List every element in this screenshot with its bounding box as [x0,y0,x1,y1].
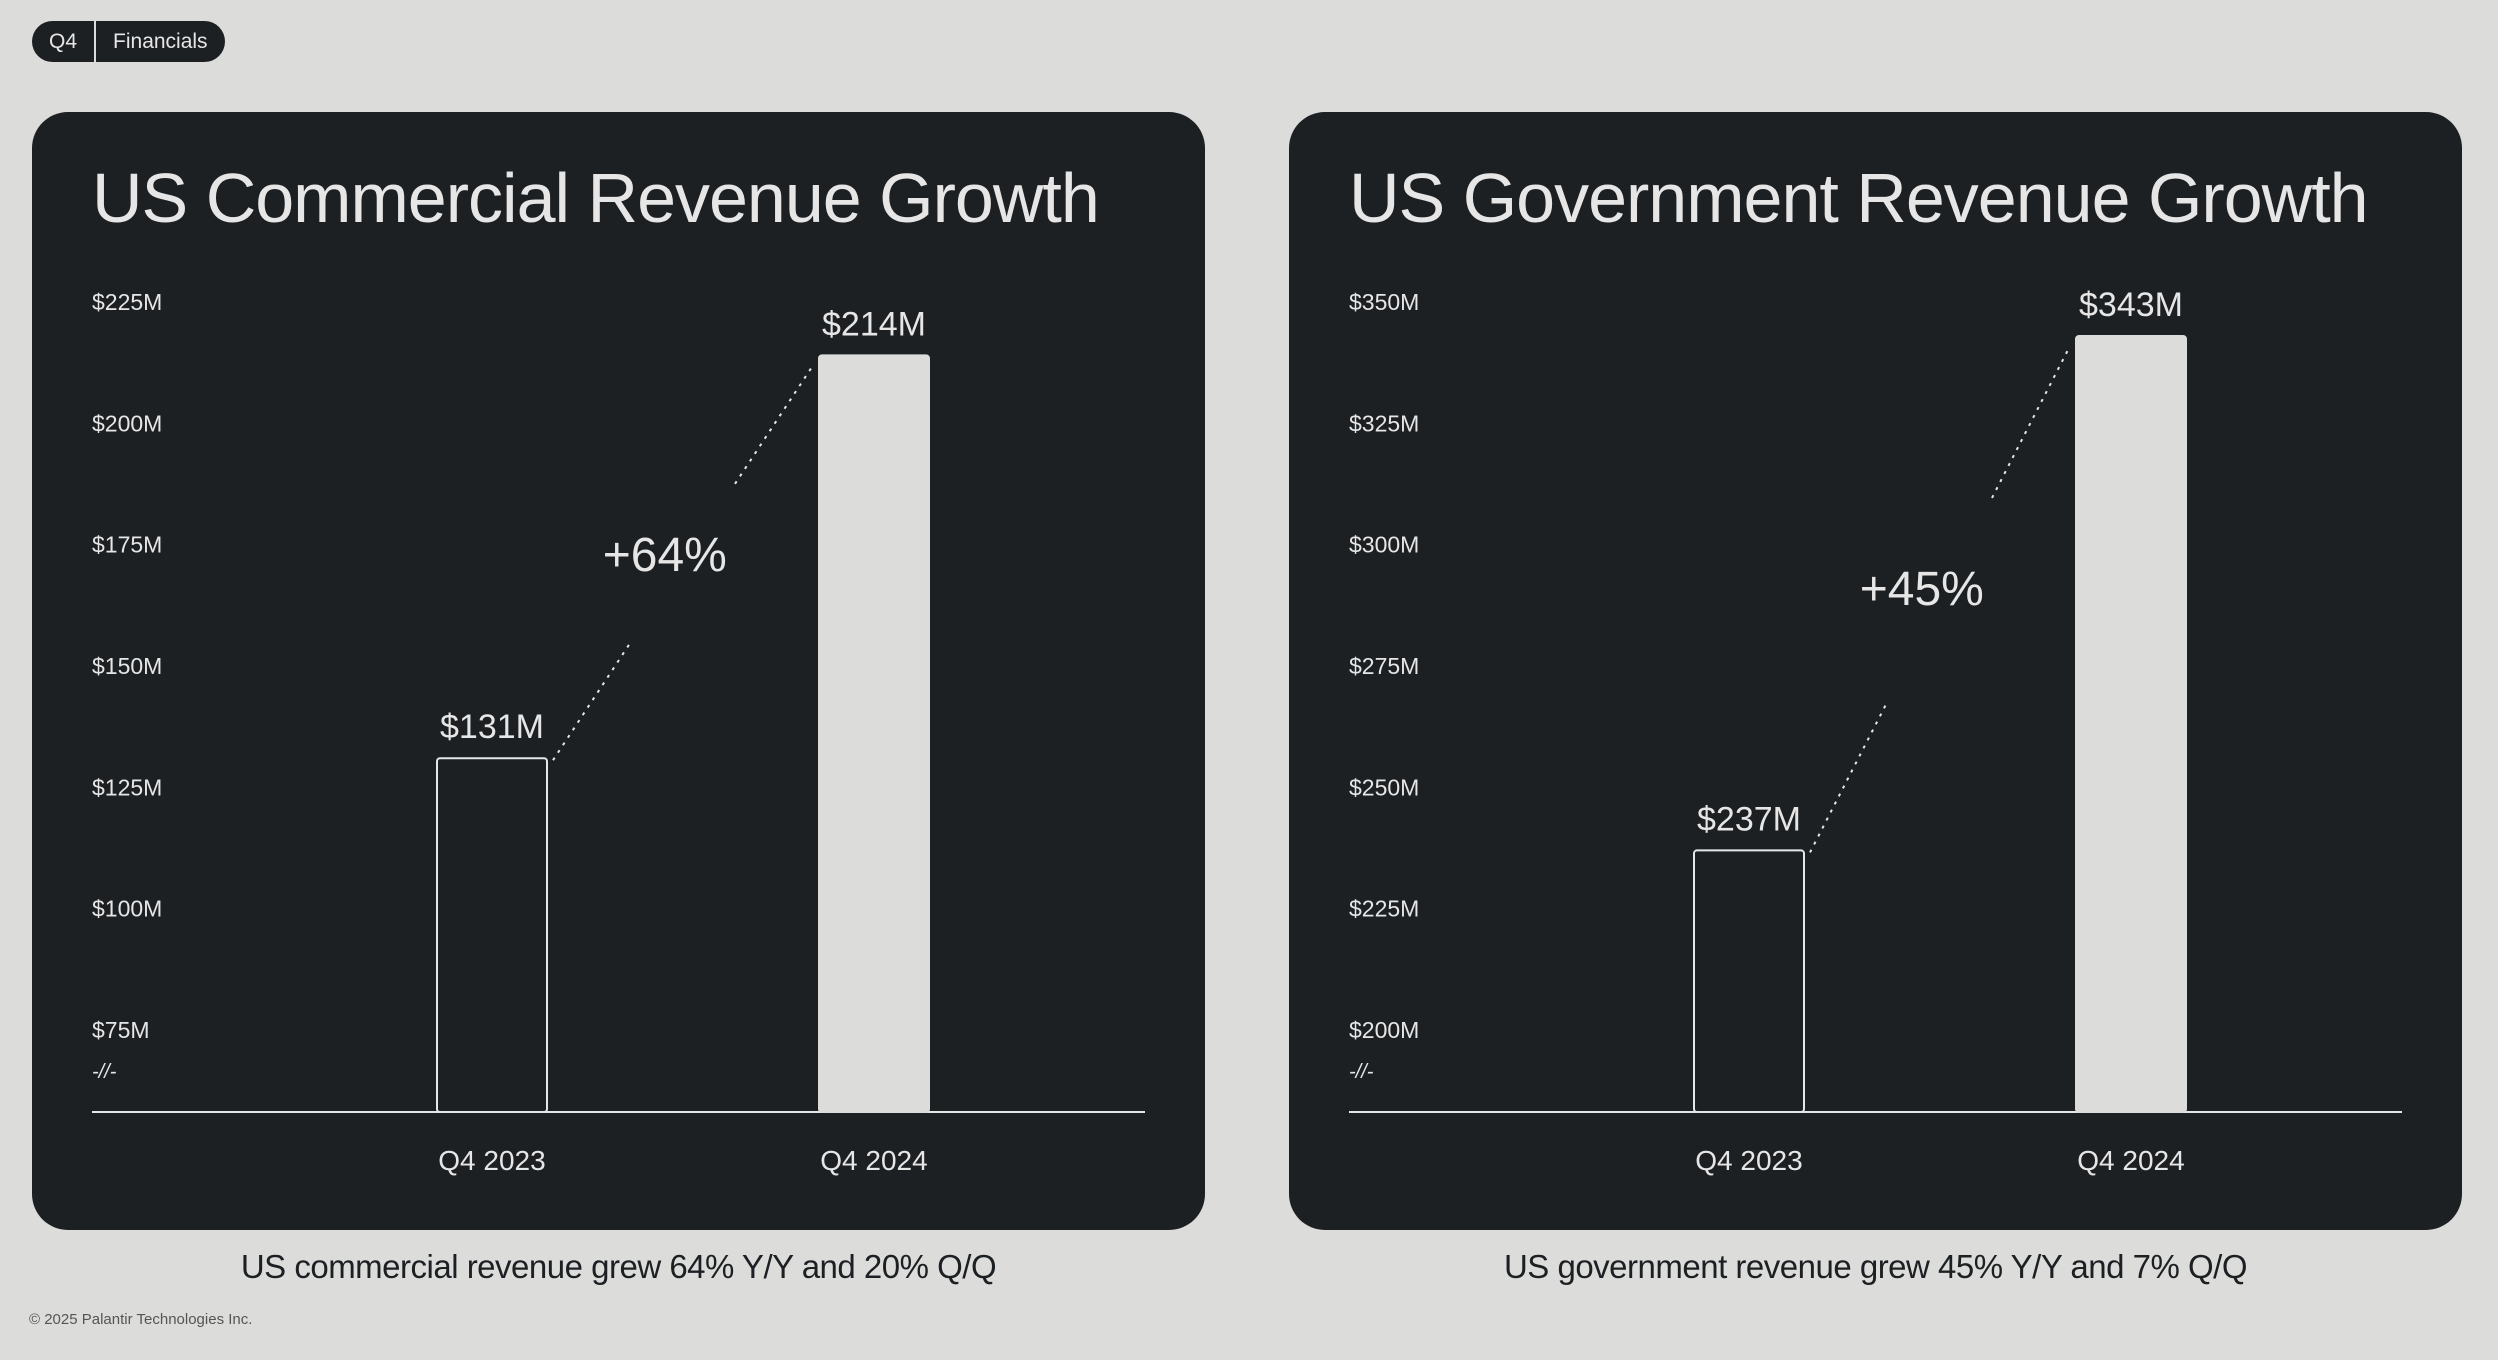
tag-divider [94,21,97,62]
growth-connector [1809,700,1889,853]
axis-break-symbol: -//- [92,1061,117,1083]
quarter-tag: Q4 [49,30,78,53]
commercial-caption: US commercial revenue grew 64% Y/Y and 2… [240,1248,997,1285]
y-tick-label: $175M [92,532,162,558]
bar [818,354,930,1114]
commercial-revenue-card: US Commercial Revenue Growth $75M $100M $1… [32,112,1205,1230]
bar-value-label: $131M [440,708,544,746]
bar [1693,849,1805,1114]
commercial-revenue-chart: $75M $100M $125M $150M $175M $200M $225M -//- $1… [92,289,1145,1176]
y-tick-label: $100M [92,896,162,922]
y-tick-label: $125M [92,774,162,800]
section-tag: Q4 Financials [32,21,225,62]
bar-value-label: $343M [2079,286,2183,324]
government-caption: US government revenue grew 45% Y/Y and 7… [1503,1248,2248,1285]
y-tick-label: $200M [1349,1017,1419,1043]
y-tick-label: $250M [1349,774,1419,800]
growth-connector [1991,345,2071,499]
growth-label: +45% [1860,563,1984,616]
government-revenue-card: US Government Revenue Growth $200M $225M $… [1289,112,2462,1230]
bar [436,757,548,1113]
x-tick-label: Q4 2024 [2077,1145,2184,1176]
y-tick-label: $150M [92,653,162,679]
growth-connector [734,364,814,485]
y-tick-label: $225M [92,289,162,315]
axis-break-symbol: -//- [1349,1061,1374,1083]
x-tick-label: Q4 2023 [438,1145,545,1176]
bar-value-label: $237M [1697,800,1801,838]
growth-connector [552,641,632,761]
y-tick-label: $275M [1349,653,1419,679]
y-tick-label: $325M [1349,410,1419,436]
y-tick-label: $225M [1349,896,1419,922]
bar [2075,334,2187,1113]
y-tick-label: $350M [1349,289,1419,315]
government-revenue-chart: $200M $225M $250M $275M $300M $325M $350M -//- $… [1349,286,2402,1176]
copyright: © 2025 Palantir Technologies Inc. [29,1311,253,1328]
y-tick-label: $300M [1349,532,1419,558]
growth-label: +64% [603,529,727,582]
y-tick-label: $200M [92,410,162,436]
x-tick-label: Q4 2023 [1695,1145,1802,1176]
y-tick-label: $75M [92,1017,150,1043]
chart-title: US Government Revenue Growth [1349,159,2369,237]
x-tick-label: Q4 2024 [820,1145,927,1176]
bar-value-label: $214M [822,305,926,343]
chart-title: US Commercial Revenue Growth [92,159,1100,237]
section-label: Financials [113,30,208,53]
